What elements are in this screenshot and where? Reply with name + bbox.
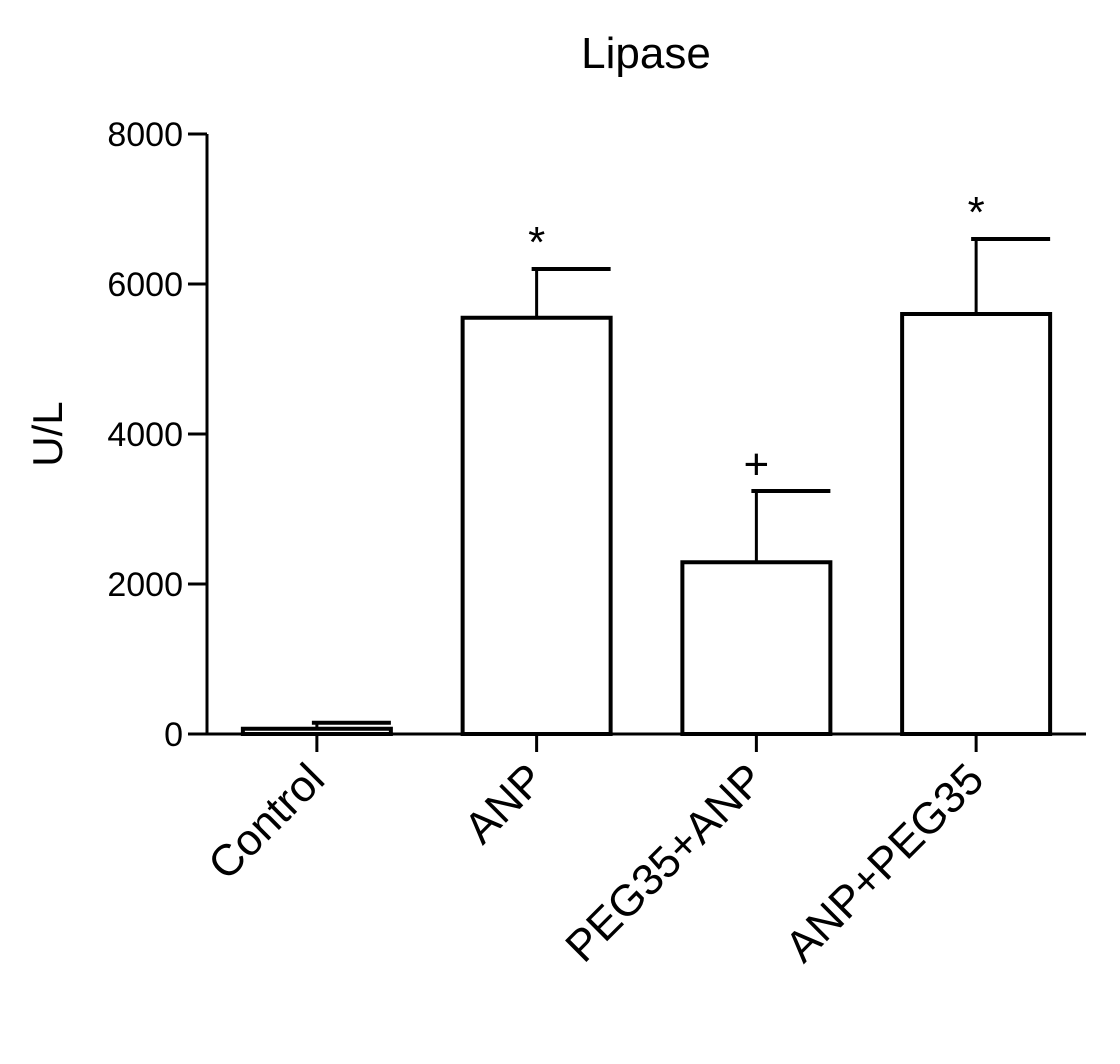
- y-tick-label: 0: [164, 716, 183, 754]
- y-tick-label: 4000: [107, 416, 183, 454]
- x-axis-ticks: Control ANP PEG35+ANP ANP+PEG35: [199, 734, 993, 972]
- significance-marker: *: [528, 218, 545, 267]
- x-tick-label: ANP+PEG35: [776, 754, 993, 971]
- y-tick-label: 6000: [107, 266, 183, 304]
- y-tick-label: 8000: [107, 116, 183, 154]
- bar: [900, 312, 1053, 736]
- chart-title: Lipase: [581, 29, 711, 78]
- bar: [460, 315, 613, 736]
- x-tick-label: PEG35+ANP: [556, 754, 773, 971]
- significance-marker: +: [744, 440, 770, 489]
- bars-group: * + *: [240, 188, 1053, 736]
- x-tick-label: Control: [199, 754, 334, 889]
- bar: [680, 560, 833, 736]
- y-axis-ticks: 0 2000 4000 6000 8000: [107, 116, 207, 754]
- y-tick-label: 2000: [107, 566, 183, 604]
- significance-marker: *: [968, 188, 985, 237]
- y-axis-label: U/L: [24, 401, 71, 466]
- x-tick-label: ANP: [455, 754, 554, 853]
- bar: [240, 726, 393, 736]
